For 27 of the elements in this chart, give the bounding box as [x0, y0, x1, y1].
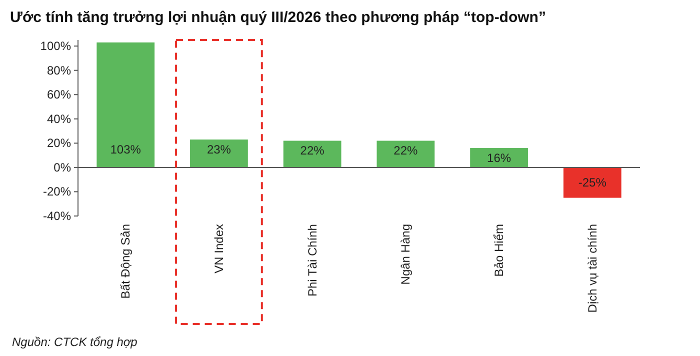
x-tick-label: Ngân Hàng — [398, 224, 413, 285]
x-tick-label: VN Index — [212, 224, 226, 274]
bar — [376, 140, 435, 168]
y-tick-label: 40% — [46, 112, 72, 126]
x-tick-label: Phi Tài Chính — [305, 224, 320, 296]
y-tick-label: -40% — [42, 209, 72, 223]
bar — [96, 42, 155, 168]
y-tick-label: 0% — [54, 160, 72, 174]
x-tick-label: Bảo Hiểm — [492, 224, 506, 277]
chart-title: Ước tính tăng trưởng lợi nhuận quý III/2026 theo phương pháp “top-down” — [10, 9, 546, 26]
text: Nguồn: CTCK tổng hợp — [12, 335, 138, 349]
data-label: 16% — [487, 151, 512, 166]
data-label: 22% — [300, 144, 325, 158]
bar — [563, 167, 622, 198]
bar — [190, 140, 248, 168]
y-tick-label: -20% — [42, 184, 72, 199]
y-tick-label: 100% — [40, 39, 72, 54]
x-tick-label: Bất Động Sản — [118, 224, 133, 299]
data-label: -25% — [578, 176, 607, 190]
bar — [283, 140, 342, 168]
data-label: 103% — [110, 142, 142, 157]
y-tick-label: 20% — [46, 136, 72, 150]
data-label: 23% — [206, 142, 232, 157]
x-tick-label: Dịch vụ tài chính — [585, 224, 600, 313]
data-label: 22% — [394, 144, 418, 158]
y-tick-label: 80% — [46, 63, 72, 78]
y-tick-label: 60% — [46, 88, 72, 102]
